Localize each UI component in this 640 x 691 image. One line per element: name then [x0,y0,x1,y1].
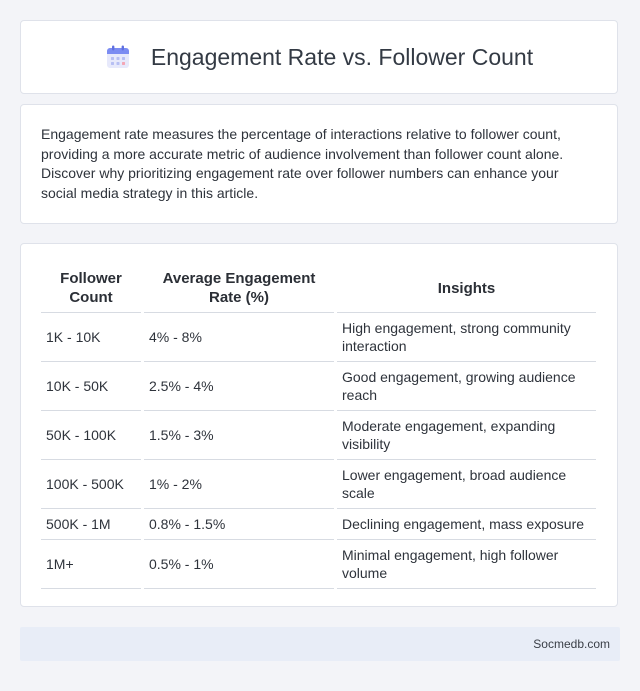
follower-count-cell: 100K - 500K [41,460,141,509]
engagement-rate-cell: 1.5% - 3% [144,411,334,460]
engagement-rate-cell: 1% - 2% [144,460,334,509]
follower-count-cell: 1K - 10K [41,313,141,362]
engagement-rate-cell: 0.8% - 1.5% [144,509,334,540]
follower-count-cell: 1M+ [41,540,141,589]
table-row: 100K - 500K 1% - 2% Lower engagement, br… [41,460,596,509]
insight-cell: Moderate engagement, expanding visibilit… [337,411,596,460]
calendar-icon [106,45,129,68]
column-header-follower-count: Follower Count [41,264,141,313]
engagement-table: Follower Count Average Engagement Rate (… [38,264,599,589]
header-card: Engagement Rate vs. Follower Count [20,20,618,94]
footer-bar: Socmedb.com [20,627,620,661]
intro-card: Engagement rate measures the percentage … [20,104,618,224]
column-header-engagement-rate: Average Engagement Rate (%) [144,264,334,313]
table-row: 1M+ 0.5% - 1% Minimal engagement, high f… [41,540,596,589]
table-header-row: Follower Count Average Engagement Rate (… [41,264,596,313]
title-wrap: Engagement Rate vs. Follower Count [105,44,533,71]
follower-count-cell: 10K - 50K [41,362,141,411]
column-header-insights: Insights [337,264,596,313]
table-row: 10K - 50K 2.5% - 4% Good engagement, gro… [41,362,596,411]
engagement-rate-cell: 2.5% - 4% [144,362,334,411]
follower-count-cell: 500K - 1M [41,509,141,540]
follower-count-cell: 50K - 100K [41,411,141,460]
engagement-rate-cell: 4% - 8% [144,313,334,362]
footer-site-link[interactable]: Socmedb.com [533,637,610,651]
insight-cell: High engagement, strong community intera… [337,313,596,362]
table-card: Follower Count Average Engagement Rate (… [20,243,618,607]
insight-cell: Declining engagement, mass exposure [337,509,596,540]
insight-cell: Minimal engagement, high follower volume [337,540,596,589]
page-title: Engagement Rate vs. Follower Count [150,43,534,70]
insight-cell: Good engagement, growing audience reach [337,362,596,411]
engagement-rate-cell: 0.5% - 1% [144,540,334,589]
table-row: 500K - 1M 0.8% - 1.5% Declining engageme… [41,509,596,540]
table-row: 50K - 100K 1.5% - 3% Moderate engagement… [41,411,596,460]
insight-cell: Lower engagement, broad audience scale [337,460,596,509]
table-row: 1K - 10K 4% - 8% High engagement, strong… [41,313,596,362]
intro-text: Engagement rate measures the percentage … [41,126,564,201]
